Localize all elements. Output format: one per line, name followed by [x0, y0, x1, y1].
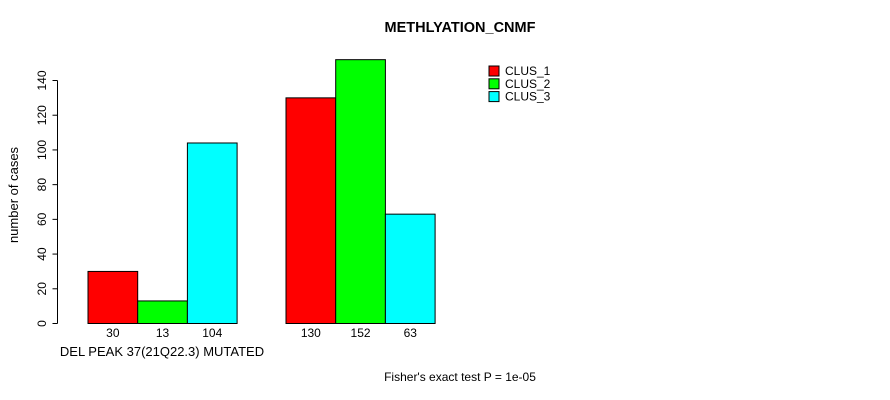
legend-label-clus1: CLUS_1 [505, 64, 551, 78]
y-axis-tick-label: 40 [35, 247, 49, 261]
legend-swatch-clus1 [488, 65, 500, 77]
x-group-label: DEL PEAK 37(21Q22.3) MUTATED [60, 344, 264, 359]
y-axis-tick-label: 140 [35, 70, 49, 90]
bar-value-label: 130 [301, 326, 321, 340]
y-axis-tick-label: 20 [35, 282, 49, 296]
bar-value-label: 152 [351, 326, 371, 340]
bar-clus_2-group2 [335, 59, 386, 325]
fisher-test-annotation: Fisher's exact test P = 1e-05 [384, 370, 536, 384]
y-axis-tick-label: 100 [35, 140, 49, 160]
bar-value-label: 13 [156, 326, 170, 340]
y-axis-tick-label: 120 [35, 105, 49, 125]
legend-swatch-clus3 [488, 91, 500, 103]
bar-series-group: 30 130 13 152 104 63 [87, 59, 436, 340]
bar-value-label: 104 [202, 326, 222, 340]
bar-clus_3-group1 [186, 142, 238, 324]
bar-value-label: 63 [404, 326, 418, 340]
y-axis-label: number of cases [6, 146, 21, 243]
bar-clus_1-group2 [285, 97, 337, 324]
legend: CLUS_1 CLUS_2 CLUS_3 [488, 64, 551, 104]
bar-clus_2-group1 [137, 300, 188, 324]
y-axis: 0 20 40 60 80 100 120 140 [35, 70, 58, 327]
y-axis-tick-label: 80 [35, 178, 49, 192]
y-axis-tick-label: 60 [35, 212, 49, 226]
y-axis-tick-label: 0 [35, 320, 49, 327]
legend-label-clus2: CLUS_2 [505, 77, 551, 91]
bar-value-label: 30 [106, 326, 120, 340]
legend-swatch-clus2 [488, 78, 500, 90]
legend-label-clus3: CLUS_3 [505, 90, 551, 104]
bar-clus_1-group1 [87, 270, 139, 324]
chart-title: METHLYATION_CNMF [385, 20, 536, 36]
bar-clus_3-group2 [384, 213, 436, 324]
